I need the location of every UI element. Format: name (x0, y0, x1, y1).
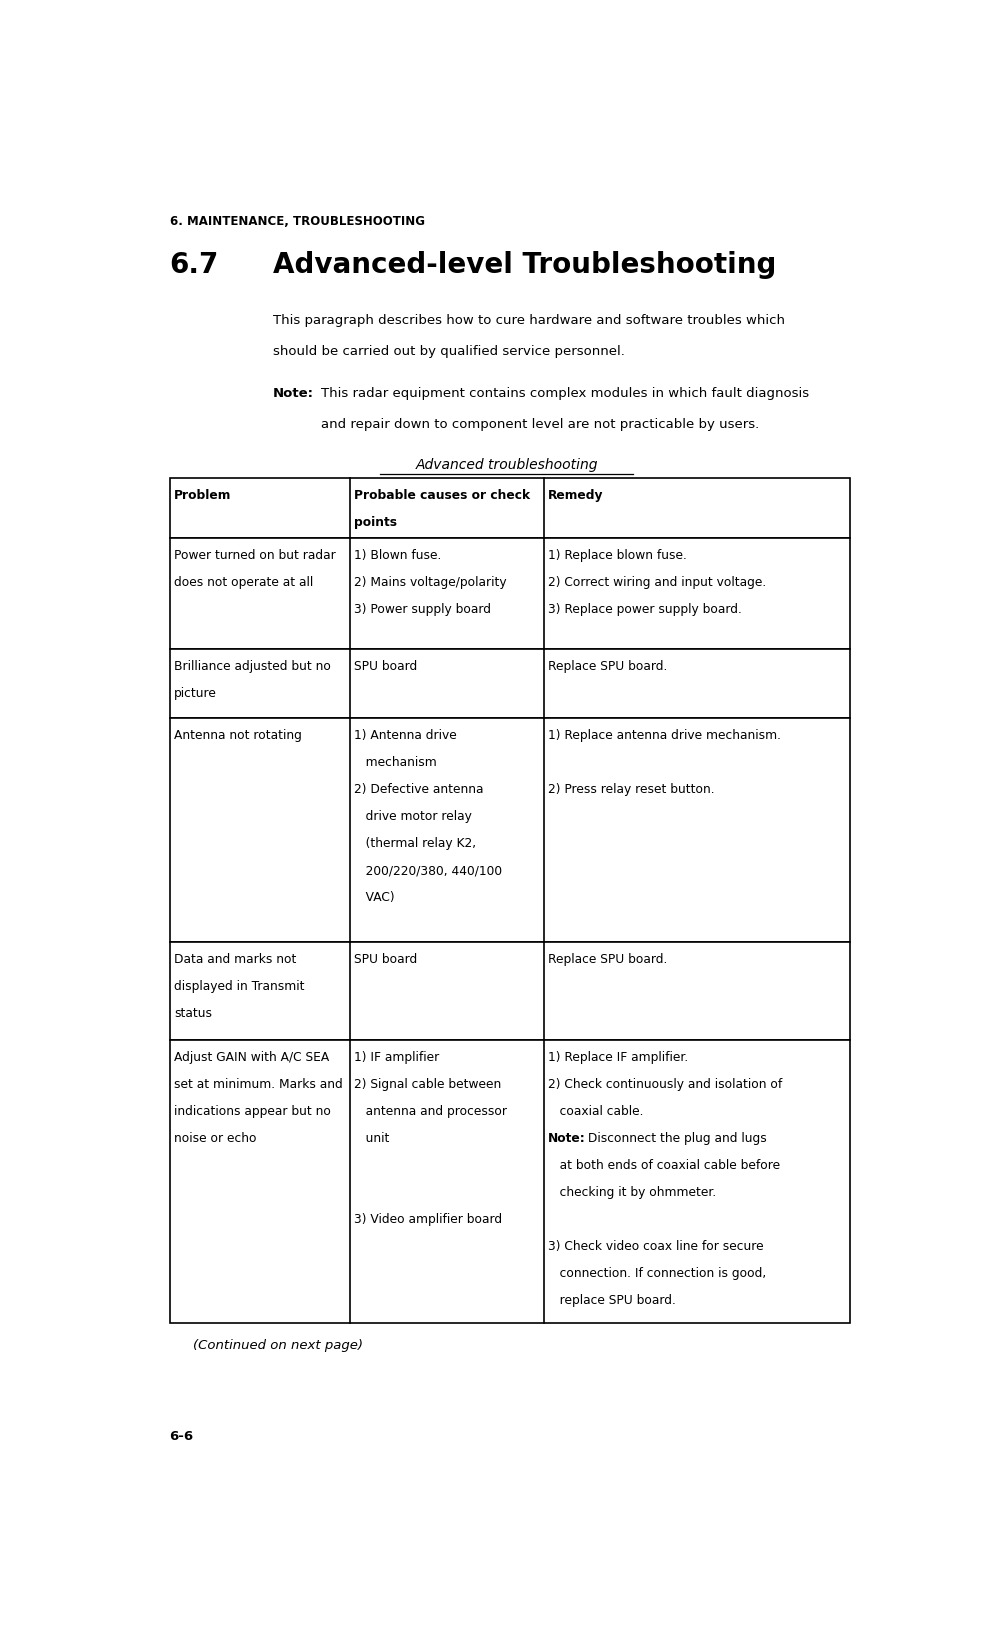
Text: This radar equipment contains complex modules in which fault diagnosis: This radar equipment contains complex mo… (321, 387, 810, 400)
Text: 200/220/380, 440/100: 200/220/380, 440/100 (354, 863, 502, 876)
Text: unit: unit (354, 1131, 390, 1144)
Text: SPU board: SPU board (354, 953, 417, 966)
Text: picture: picture (174, 687, 218, 700)
Text: indications appear but no: indications appear but no (174, 1105, 331, 1118)
Text: 1) Antenna drive: 1) Antenna drive (354, 728, 457, 741)
Text: VAC): VAC) (354, 891, 395, 904)
Text: mechanism: mechanism (354, 756, 437, 769)
Text: replace SPU board.: replace SPU board. (548, 1294, 676, 1307)
Text: 1) IF amplifier: 1) IF amplifier (354, 1051, 439, 1064)
Text: and repair down to component level are not practicable by users.: and repair down to component level are n… (321, 418, 760, 431)
Text: 3) Power supply board: 3) Power supply board (354, 602, 492, 615)
Text: (Continued on next page): (Continued on next page) (193, 1338, 363, 1351)
Text: should be carried out by qualified service personnel.: should be carried out by qualified servi… (273, 344, 625, 357)
Text: Probable causes or check: Probable causes or check (354, 488, 530, 501)
Text: 2) Check continuously and isolation of: 2) Check continuously and isolation of (548, 1077, 782, 1090)
Text: Remedy: Remedy (548, 488, 603, 501)
Text: 2) Press relay reset button.: 2) Press relay reset button. (548, 783, 715, 796)
Text: Advanced troubleshooting: Advanced troubleshooting (415, 457, 598, 472)
Text: Brilliance adjusted but no: Brilliance adjusted but no (174, 659, 331, 672)
Text: Power turned on but radar: Power turned on but radar (174, 548, 336, 561)
Text: 3) Replace power supply board.: 3) Replace power supply board. (548, 602, 742, 615)
Text: 1) Replace blown fuse.: 1) Replace blown fuse. (548, 548, 687, 561)
Text: 3) Check video coax line for secure: 3) Check video coax line for secure (548, 1239, 764, 1252)
Text: noise or echo: noise or echo (174, 1131, 257, 1144)
Text: 6.7: 6.7 (170, 251, 219, 279)
Text: SPU board: SPU board (354, 659, 417, 672)
Bar (170, 539, 851, 650)
Text: 2) Signal cable between: 2) Signal cable between (354, 1077, 501, 1090)
Text: Adjust GAIN with A/C SEA: Adjust GAIN with A/C SEA (174, 1051, 329, 1064)
Text: antenna and processor: antenna and processor (354, 1105, 507, 1118)
Text: 1) Replace IF amplifier.: 1) Replace IF amplifier. (548, 1051, 688, 1064)
Text: displayed in Transmit: displayed in Transmit (174, 979, 305, 992)
Bar (170, 650, 851, 718)
Text: Data and marks not: Data and marks not (174, 953, 297, 966)
Text: Advanced-level Troubleshooting: Advanced-level Troubleshooting (273, 251, 776, 279)
Text: This paragraph describes how to cure hardware and software troubles which: This paragraph describes how to cure har… (273, 313, 785, 326)
Text: Note:: Note: (548, 1131, 586, 1144)
Text: 6-6: 6-6 (170, 1430, 194, 1443)
Bar (170, 718, 851, 942)
Text: 1) Replace antenna drive mechanism.: 1) Replace antenna drive mechanism. (548, 728, 781, 741)
Text: checking it by ohmmeter.: checking it by ohmmeter. (548, 1185, 716, 1198)
Text: Disconnect the plug and lugs: Disconnect the plug and lugs (584, 1131, 766, 1144)
Bar (170, 478, 851, 539)
Text: 2) Defective antenna: 2) Defective antenna (354, 783, 484, 796)
Text: Replace SPU board.: Replace SPU board. (548, 953, 668, 966)
Bar (170, 1040, 851, 1324)
Text: drive motor relay: drive motor relay (354, 809, 472, 823)
Text: set at minimum. Marks and: set at minimum. Marks and (174, 1077, 343, 1090)
Text: Replace SPU board.: Replace SPU board. (548, 659, 668, 672)
Text: at both ends of coaxial cable before: at both ends of coaxial cable before (548, 1159, 780, 1172)
Bar (170, 942, 851, 1040)
Text: 1) Blown fuse.: 1) Blown fuse. (354, 548, 442, 561)
Text: 6. MAINTENANCE, TROUBLESHOOTING: 6. MAINTENANCE, TROUBLESHOOTING (170, 215, 424, 228)
Text: connection. If connection is good,: connection. If connection is good, (548, 1266, 766, 1279)
Text: Problem: Problem (174, 488, 231, 501)
Text: 2) Correct wiring and input voltage.: 2) Correct wiring and input voltage. (548, 576, 766, 589)
Text: does not operate at all: does not operate at all (174, 576, 314, 589)
Text: 2) Mains voltage/polarity: 2) Mains voltage/polarity (354, 576, 507, 589)
Text: (thermal relay K2,: (thermal relay K2, (354, 837, 477, 850)
Text: 3) Video amplifier board: 3) Video amplifier board (354, 1213, 502, 1226)
Text: Note:: Note: (273, 387, 315, 400)
Text: coaxial cable.: coaxial cable. (548, 1105, 644, 1118)
Text: Antenna not rotating: Antenna not rotating (174, 728, 302, 741)
Text: points: points (354, 516, 398, 529)
Text: status: status (174, 1007, 213, 1020)
